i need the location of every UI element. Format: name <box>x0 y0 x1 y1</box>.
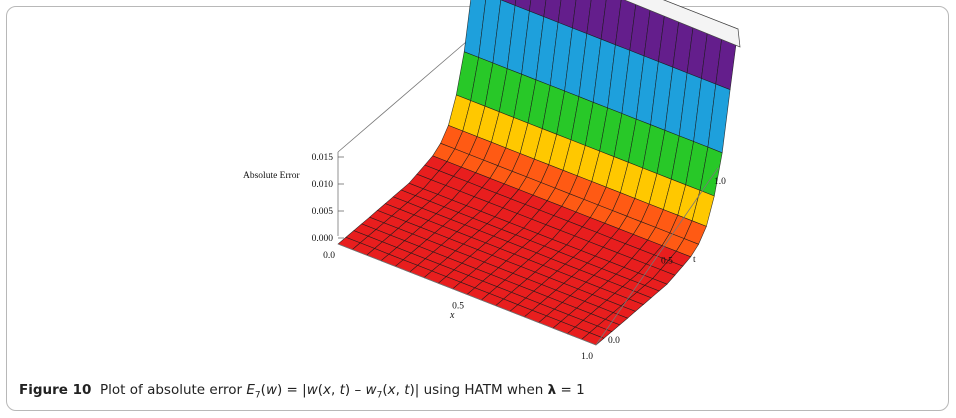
z-axis-label: Absolute Error <box>243 171 301 181</box>
t-tick-label: 0.5 <box>661 257 673 267</box>
t-axis-ticks: 0.0 0.5 1.0 <box>608 177 726 346</box>
caption-prefix: Plot of absolute error <box>100 382 247 398</box>
z-tick-label: 0.000 <box>312 234 334 244</box>
x-axis-label: x <box>449 310 455 321</box>
surface-rim <box>623 0 741 48</box>
z-tick-label: 0.005 <box>312 207 334 217</box>
x-tick-label: 1.0 <box>581 352 593 362</box>
z-tick-label: 0.010 <box>312 180 334 190</box>
caption-formula: E7(w) = |w(x, t) – w7(x, t)| <box>246 382 420 401</box>
plot-box-front <box>337 167 719 346</box>
lambda-value: = 1 <box>556 382 585 398</box>
lambda-symbol: λ <box>547 382 557 398</box>
x-tick-label: 0.0 <box>323 251 335 261</box>
t-tick-label: 1.0 <box>714 177 726 187</box>
x-tick-label: 0.5 <box>452 302 464 312</box>
z-axis-ticks: 0.000 0.005 0.010 0.015 <box>312 153 344 244</box>
caption-suffix: using HATM when <box>419 382 548 398</box>
z-tick-label: 0.015 <box>312 153 334 163</box>
x-axis-ticks: 0.0 0.5 1.0 <box>323 251 593 362</box>
figure-label: Figure 10 <box>19 382 92 398</box>
error-surface <box>337 0 741 346</box>
t-axis-label: t <box>693 255 696 265</box>
figure-caption: Figure 10 Plot of absolute error E7(w) =… <box>19 382 585 401</box>
t-tick-label: 0.0 <box>608 336 620 346</box>
